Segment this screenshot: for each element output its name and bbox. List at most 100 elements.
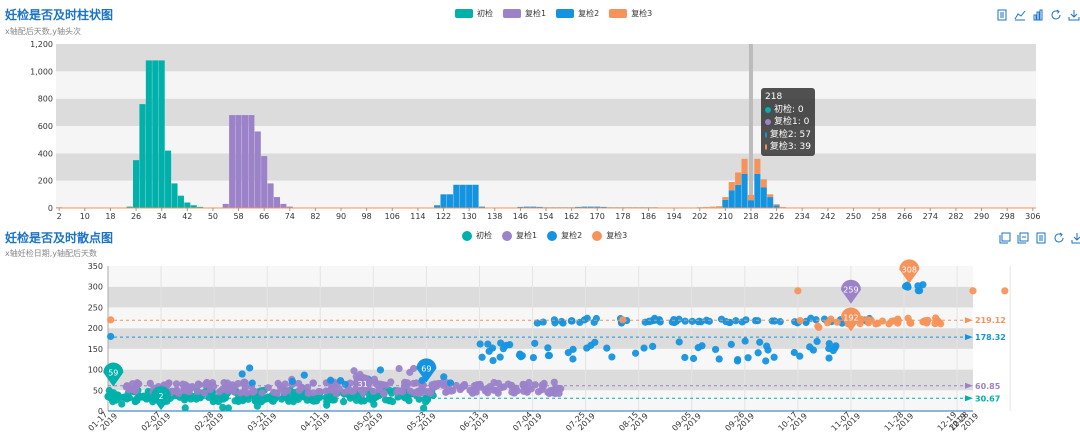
scatter-point xyxy=(603,344,611,352)
bar-tooltip: 218 初检: 0 复检1: 0 复检2: 57 复检3: 39 xyxy=(761,88,815,156)
scatter-point xyxy=(288,377,297,386)
scatter-chart-subtitle: x轴妊检日期,y轴配后天数 xyxy=(5,249,98,258)
data-view-icon[interactable] xyxy=(1035,232,1047,244)
legend-item[interactable]: 初检 xyxy=(455,8,493,19)
legend-label: 初检 xyxy=(476,231,492,240)
scatter-point xyxy=(727,340,735,348)
scatter-point xyxy=(326,376,335,384)
scatter-point xyxy=(446,379,455,387)
scatter-point xyxy=(208,379,217,387)
scatter-point xyxy=(494,379,503,387)
legend-swatch xyxy=(503,9,521,18)
scatter-point xyxy=(645,317,653,325)
zoom-reset-icon[interactable] xyxy=(1017,232,1029,244)
bar xyxy=(754,158,761,174)
scatter-point xyxy=(744,354,752,362)
scatter-point xyxy=(756,338,764,346)
scatter-point xyxy=(794,287,802,295)
scatter-point xyxy=(583,344,591,352)
scatter-point xyxy=(903,283,911,291)
x-tick-label: 98 xyxy=(362,212,372,221)
tooltip-row: 复检2: 57 xyxy=(765,129,811,142)
bar xyxy=(453,184,460,208)
bar xyxy=(222,203,229,208)
scatter-point xyxy=(172,380,181,388)
bar xyxy=(594,206,601,208)
markpoint-pin xyxy=(899,259,920,284)
scatter-point xyxy=(123,395,131,403)
scatter-point xyxy=(278,395,286,403)
bar xyxy=(760,187,767,208)
scatter-point xyxy=(258,389,266,397)
x-tick-label: 202 xyxy=(692,212,707,221)
x-tick-label: 50 xyxy=(208,212,218,221)
legend-label: 复检3 xyxy=(606,231,628,240)
legend-item[interactable]: 复检1 xyxy=(502,230,537,241)
scatter-point xyxy=(813,337,821,346)
scatter-point xyxy=(329,384,337,392)
download-icon[interactable] xyxy=(1071,232,1080,244)
scatter-point xyxy=(558,317,566,326)
scatter-point xyxy=(681,353,689,362)
x-tick-label: 130 xyxy=(461,212,476,221)
line-icon[interactable] xyxy=(1014,9,1026,21)
refresh-icon[interactable] xyxy=(1050,9,1062,21)
legend-item[interactable]: 复检3 xyxy=(592,230,627,241)
bar xyxy=(145,60,152,209)
y-tick-label: 150 xyxy=(88,345,103,354)
scatter-point xyxy=(370,400,378,408)
markpoint-pin xyxy=(416,358,437,383)
tooltip-row-label: 复检2: 57 xyxy=(769,129,811,140)
bar xyxy=(177,195,184,208)
markline-arrow xyxy=(965,382,973,389)
scatter-point xyxy=(520,387,528,395)
scatter-point xyxy=(281,380,289,388)
legend-item[interactable]: 复检3 xyxy=(609,8,652,19)
scatter-point xyxy=(833,318,841,326)
scatter-point xyxy=(409,379,418,388)
bar xyxy=(184,202,191,208)
legend-item[interactable]: 复检2 xyxy=(547,230,582,241)
bar xyxy=(152,60,159,209)
tooltip-row: 复检3: 39 xyxy=(765,141,811,154)
x-tick-label: 90 xyxy=(336,212,346,221)
markpoint-label: 69 xyxy=(421,364,431,373)
scatter-point xyxy=(763,342,771,350)
legend-item[interactable]: 初检 xyxy=(462,230,492,241)
tooltip-header: 218 xyxy=(765,92,783,102)
x-tick-label: 138 xyxy=(487,212,502,221)
scatter-point xyxy=(695,317,703,325)
y-tick-label: 800 xyxy=(38,95,53,104)
data-view-icon[interactable] xyxy=(996,9,1008,21)
scatter-point xyxy=(885,320,893,328)
grid-band xyxy=(108,266,973,287)
scatter-chart-title: 妊检是否及时散点图 xyxy=(5,231,114,245)
bar-chart-toolbox xyxy=(996,9,1080,21)
scatter-point xyxy=(531,339,539,347)
zoom-icon[interactable] xyxy=(999,232,1011,244)
markpoint: 69 xyxy=(416,358,437,383)
scatter-point xyxy=(874,319,882,327)
scatter-point xyxy=(802,317,810,325)
legend-item[interactable]: 复检2 xyxy=(556,8,599,19)
bar xyxy=(587,206,594,208)
bar xyxy=(446,194,453,208)
grid-band xyxy=(56,44,1036,72)
scatter-point xyxy=(194,380,202,388)
scatter-point xyxy=(689,354,698,363)
scatter-point xyxy=(484,340,492,348)
scatter-point xyxy=(550,378,558,386)
scatter-chart-toolbox xyxy=(999,232,1080,244)
download-icon[interactable] xyxy=(1068,9,1080,21)
legend-label: 复检1 xyxy=(516,231,538,240)
bar-icon[interactable] xyxy=(1032,9,1044,21)
legend-item[interactable]: 复检1 xyxy=(503,8,546,19)
markline-label: 60.85 xyxy=(975,382,1001,391)
x-tick-label: 250 xyxy=(846,212,861,221)
refresh-icon[interactable] xyxy=(1053,232,1065,244)
scatter-point xyxy=(592,314,600,323)
scatter-point xyxy=(591,338,599,346)
x-tick-label: 122 xyxy=(436,212,451,221)
markpoint: 192 xyxy=(840,307,861,332)
markline-arrow xyxy=(965,334,973,341)
